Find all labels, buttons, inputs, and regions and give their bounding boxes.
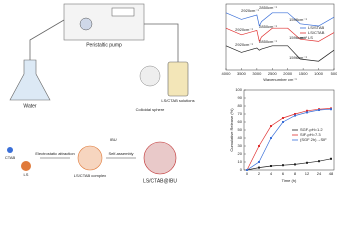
point xyxy=(330,108,332,111)
annotation: 1596cm⁻¹ xyxy=(289,17,307,22)
product-label: LS/CTAB@IBU xyxy=(143,178,177,184)
point xyxy=(306,111,308,114)
x-tick-label: 12 xyxy=(305,171,310,176)
x-tick-label: 24 xyxy=(317,171,322,176)
spectrum xyxy=(225,12,335,28)
point xyxy=(294,163,296,166)
legend-label: LS/STAB xyxy=(308,25,324,30)
x-tick-label: 2000 xyxy=(283,71,293,76)
sphere-label: Colloidal sphere xyxy=(136,107,165,112)
x-tick-label: 48 xyxy=(329,171,334,176)
x-tick-label: 0 xyxy=(246,171,249,176)
legend-label: SIF-pH=7.3 xyxy=(300,132,321,137)
point xyxy=(282,121,284,123)
point xyxy=(306,161,308,164)
point xyxy=(282,117,284,119)
y-tick-label: 80 xyxy=(238,103,243,108)
ctab-icon xyxy=(7,147,13,153)
flask xyxy=(9,59,51,101)
spectrum xyxy=(225,45,335,62)
pump-rotor xyxy=(79,17,93,31)
x-tick-label: 6 xyxy=(282,171,285,176)
legend-label: (SGF 2h)→SIF xyxy=(300,137,327,142)
y-tick-label: 40 xyxy=(238,135,243,140)
y-tick-label: 60 xyxy=(238,119,243,124)
assembly-label: Self-assembly xyxy=(108,151,133,156)
point xyxy=(270,165,272,167)
release-line xyxy=(246,108,332,171)
vial xyxy=(167,61,189,97)
legend-label: SGF-pH=1.2 xyxy=(300,127,323,132)
x-tick-label: 1500 xyxy=(299,71,309,76)
ls-label: LS xyxy=(24,172,29,177)
point xyxy=(306,109,308,112)
y-axis-label: Cumulative Release (%) xyxy=(229,108,234,152)
annotation: 2920cm⁻¹ xyxy=(241,8,259,13)
x-tick-label: 1000 xyxy=(314,71,324,76)
ls-icon xyxy=(21,161,31,171)
x-tick-label: 2500 xyxy=(268,71,278,76)
y-tick-label: 10 xyxy=(238,159,243,164)
y-tick-label: 70 xyxy=(238,111,243,116)
pump-display xyxy=(111,7,135,17)
point xyxy=(258,145,260,147)
annotation: 2850cm⁻¹ xyxy=(259,24,277,29)
complex-label: LS/CTAB complex xyxy=(74,173,106,178)
point xyxy=(270,125,272,127)
x-axis-label: Wavenumber cm⁻¹ xyxy=(263,77,297,82)
point xyxy=(294,114,296,117)
attraction-label: Electrostatic attraction xyxy=(35,151,74,156)
point xyxy=(294,113,296,115)
water-label: Water xyxy=(23,103,36,109)
legend-label: LS/CTAB xyxy=(308,30,325,35)
spectrum xyxy=(225,27,335,43)
annotation: 2920cm⁻¹ xyxy=(235,42,253,47)
point xyxy=(270,137,272,139)
annotation: 2850cm⁻¹ xyxy=(259,5,277,10)
annotation: 2850cm⁻¹ xyxy=(259,39,277,44)
annotation: 1596cm⁻¹ xyxy=(289,55,307,60)
legend-label: LS xyxy=(308,35,313,40)
y-tick-label: 90 xyxy=(238,95,243,100)
annotation: 2920cm⁻¹ xyxy=(235,27,253,32)
ibu-label: IBU xyxy=(110,137,117,142)
x-tick-label: 4000 xyxy=(222,71,232,76)
y-tick-label: 20 xyxy=(238,151,243,156)
release-line xyxy=(246,158,332,171)
product-icon xyxy=(143,141,177,175)
solutions-label: LS/CTAB solutions xyxy=(161,98,194,103)
tubing xyxy=(29,19,179,62)
x-tick-label: 4 xyxy=(270,171,273,176)
x-tick-label: 8 xyxy=(294,171,297,176)
figure: Peristaltic pump Water LS/CTAB solutions… xyxy=(5,3,337,184)
pump-label: Peristaltic pump xyxy=(86,42,122,48)
x-tick-label: 3000 xyxy=(252,71,262,76)
release-line xyxy=(246,108,332,171)
y-tick-label: 30 xyxy=(238,143,243,148)
point xyxy=(318,109,320,111)
x-axis-label: Time (h) xyxy=(282,178,297,183)
point xyxy=(258,161,260,163)
annotation: 1596cm⁻¹ xyxy=(289,35,307,40)
y-tick-label: 0 xyxy=(240,167,243,172)
x-tick-label: 3500 xyxy=(237,71,247,76)
x-tick-label: 2 xyxy=(258,171,261,176)
y-tick-label: 100 xyxy=(235,87,242,92)
point xyxy=(330,157,332,160)
ctab-label: CTAB xyxy=(5,155,16,160)
plot-frame xyxy=(225,3,335,71)
point xyxy=(318,160,320,163)
y-tick-label: 50 xyxy=(238,127,243,132)
sphere-image xyxy=(139,65,161,87)
point xyxy=(282,164,284,167)
x-tick-label: 500 xyxy=(331,71,337,76)
point xyxy=(258,166,260,169)
point xyxy=(246,169,248,171)
complex-icon xyxy=(77,145,103,171)
